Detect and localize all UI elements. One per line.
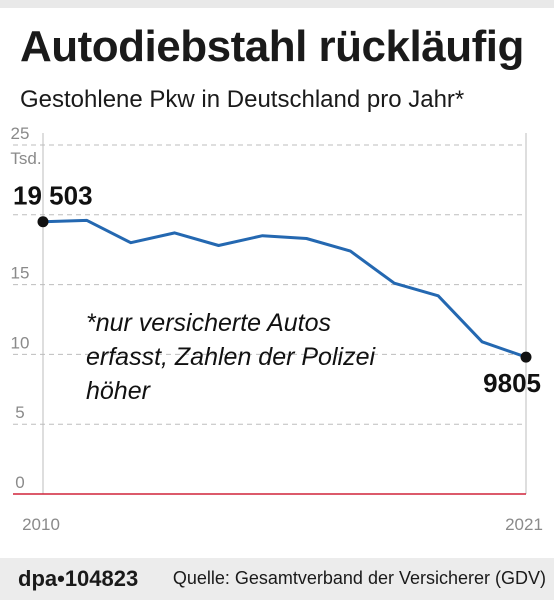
series-line [41, 218, 528, 359]
y-tick-label: 15 [11, 264, 30, 283]
y-tick-label: 5 [15, 403, 24, 422]
chart-title: Autodiebstahl rückläufig [20, 22, 524, 71]
line-chart: 0 5 10 15 25 Tsd. 2010 2021 19 503 9805 [10, 124, 543, 534]
footer: dpa•104823 Quelle: Gesamtverband der Ver… [0, 558, 554, 600]
data-label-end: 9805 [483, 368, 541, 398]
x-tick-label: 2021 [505, 515, 543, 534]
y-tick-label: 25 [11, 124, 30, 143]
top-strip [0, 0, 554, 8]
data-point-end [520, 351, 532, 363]
data-point-start [37, 216, 49, 228]
agency-id: dpa•104823 [18, 566, 139, 591]
y-tick-label: 0 [15, 473, 24, 492]
x-tick-label: 2010 [22, 515, 60, 534]
source-credit: Quelle: Gesamtverband der Versicherer (G… [172, 568, 546, 588]
footnote: *nur versicherte Autos erfasst, Zahlen d… [86, 309, 376, 405]
y-unit-label: Tsd. [10, 149, 41, 168]
chart-subtitle: Gestohlene Pkw in Deutschland pro Jahr* [20, 86, 465, 113]
y-tick-label: 10 [11, 333, 30, 352]
data-label-start: 19 503 [13, 181, 93, 211]
